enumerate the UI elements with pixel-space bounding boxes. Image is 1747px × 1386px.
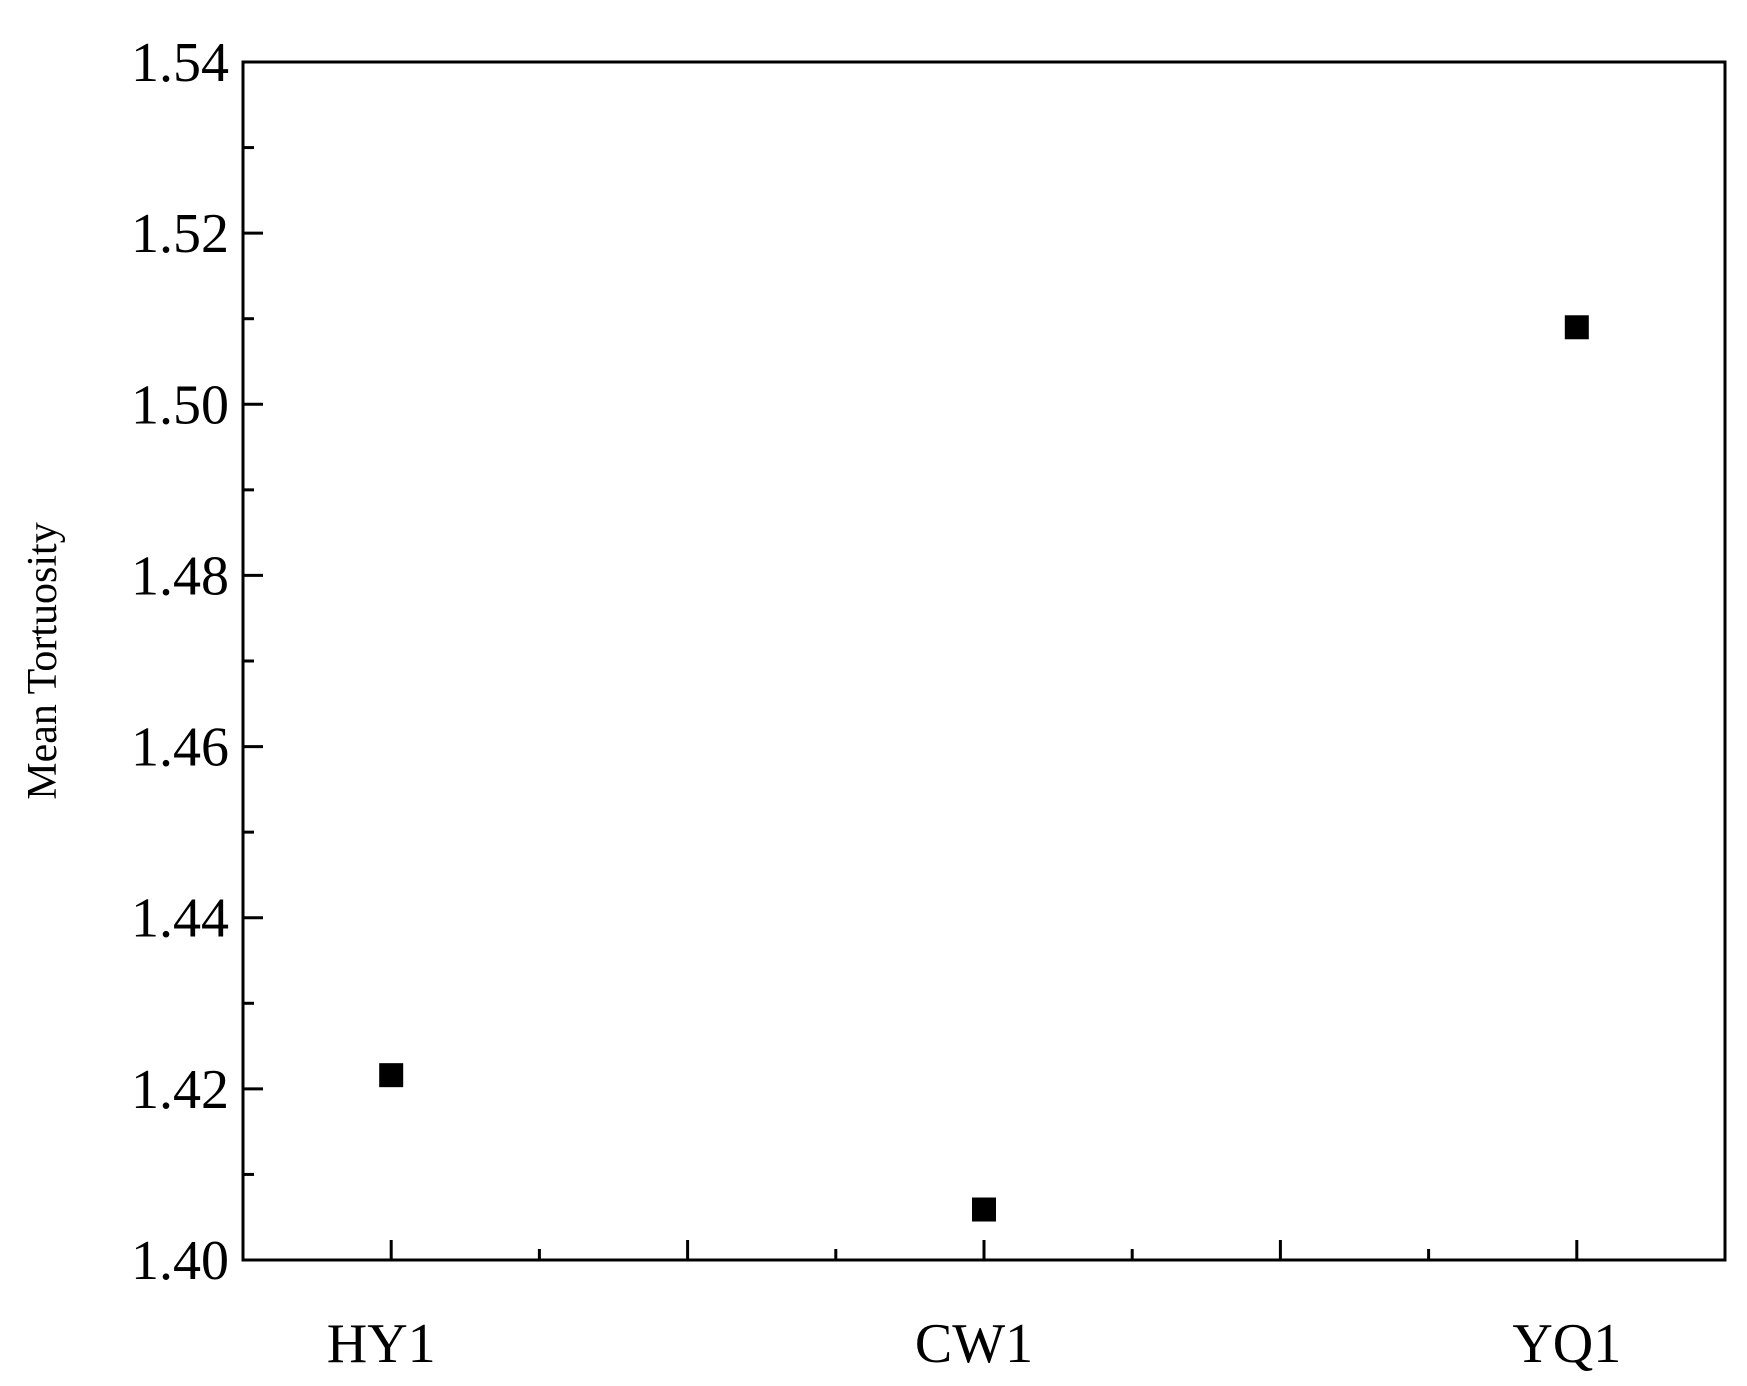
y-tick-label: 1.42 bbox=[131, 1059, 229, 1121]
y-tick-label: 1.48 bbox=[131, 545, 229, 607]
y-tick-label: 1.44 bbox=[131, 888, 229, 950]
x-tick-label: CW1 bbox=[915, 1313, 1033, 1375]
x-tick-label: HY1 bbox=[327, 1313, 436, 1375]
marker bbox=[972, 1197, 996, 1222]
marker bbox=[1564, 315, 1589, 340]
marker bbox=[379, 1063, 404, 1088]
y-tick-label: 1.40 bbox=[131, 1230, 229, 1292]
y-tick-label: 1.46 bbox=[131, 717, 229, 779]
x-tick-label: YQ1 bbox=[1512, 1313, 1621, 1375]
plot-frame bbox=[241, 60, 1727, 1262]
y-tick-label: 1.54 bbox=[131, 32, 229, 94]
y-tick-label: 1.52 bbox=[131, 203, 229, 265]
y-tick-label: 1.50 bbox=[131, 374, 229, 436]
y-axis-label: Mean Tortuosity bbox=[20, 522, 66, 799]
